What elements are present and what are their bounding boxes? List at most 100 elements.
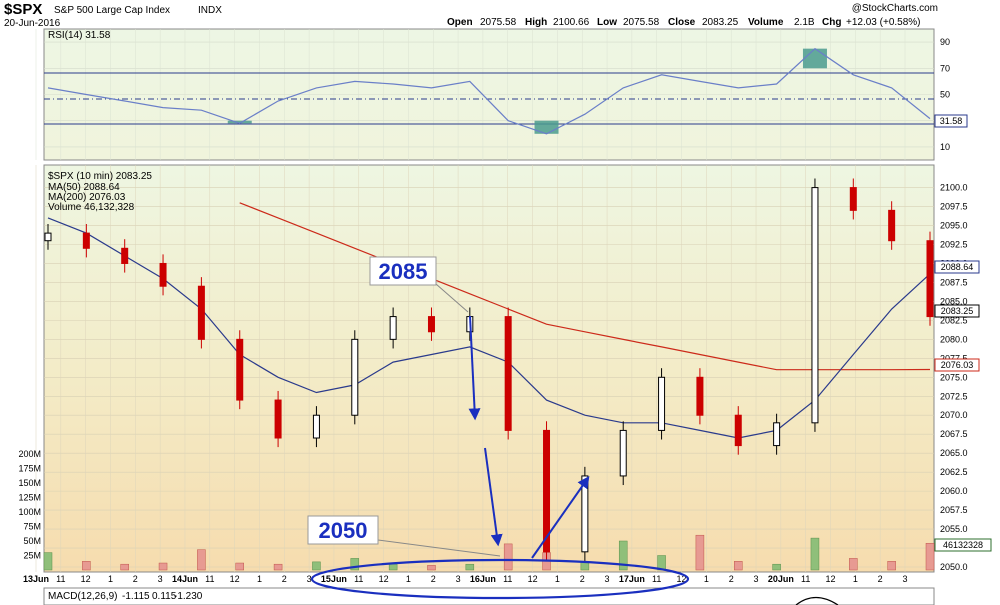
volume-bar [197,549,206,571]
x-axis-label: 2 [729,574,734,584]
high-label: High [525,17,547,28]
x-axis-label: 11 [801,574,810,584]
volume-bar [82,561,91,571]
price-gridlines [35,165,934,572]
callout-2085-pointer [435,283,469,313]
symbol: $SPX [4,1,42,18]
price-legend: $SPX (10 min) 2083.25 MA(50) 2088.64 MA(… [48,171,152,213]
price-tick-label: 2100.0 [940,183,968,193]
volume-bar [810,537,820,571]
volume-tick-label: 200M [18,449,41,459]
price-tick-label: 2067.5 [940,429,968,439]
price-tick-label: 2072.5 [940,391,968,401]
rsi-overbought-fill [802,48,827,69]
x-axis-label: 17Jun [619,574,645,584]
candle-body [236,338,244,401]
price-panel-frame [43,164,935,573]
callout-2050-text: 2050 [319,518,368,543]
rsi-line [47,47,931,135]
candle-body [82,232,90,249]
price-axis-ticks: 2100.02097.52095.02092.52090.02087.52085… [940,183,968,572]
price-tick-label: 2085.0 [940,296,968,306]
rsi-gridlines [35,29,934,160]
x-axis-label: 11 [652,574,661,584]
x-axis-label: 1 [108,574,113,584]
price-tick-label: 2065.0 [940,448,968,458]
price-tick-label: 2060.0 [940,486,968,496]
price-tick-label: 2080.0 [940,334,968,344]
x-axis-labels: 13Jun 11 12 1 2 3 14Jun 11 12 1 2 3 15Jun 11 12 1 2 3 16Ju… [23,574,908,584]
x-axis-label: 1 [406,574,411,584]
candle-body [274,399,282,439]
legend-ma200: MA(200) 2076.03 [48,192,126,203]
candle-body [619,429,627,477]
ma50-box [934,260,980,274]
x-axis-label: 13Jun [23,574,49,584]
candle-body [44,232,52,242]
x-axis-label: 12 [528,574,538,584]
ma50-box-value: 2088.64 [941,262,974,272]
candle-body [696,376,704,416]
high-value: 2100.66 [553,17,590,28]
arrow-down-2 [484,447,503,547]
rsi-axis-ticks: 9070503010 [940,37,950,152]
open-label: Open [447,17,473,28]
x-axis-label: 11 [354,574,363,584]
index-name: S&P 500 Large Cap Index [54,5,170,16]
rsi-tick-label: 90 [940,37,950,47]
rsi-tick-label: 10 [940,142,950,152]
volume-axis-ticks: 200M 175M 150M 125M 100M 75M 50M 25M [18,449,41,561]
x-axis-label: 12 [826,574,836,584]
chart-date: 20-Jun-2016 [4,18,61,29]
volume-bar [388,563,398,571]
arrow-down-1 [468,315,481,421]
close-value: 2083.25 [702,17,739,28]
volume-bar [43,552,53,571]
x-axis-label: 3 [307,574,312,584]
close-label: Close [668,17,696,28]
exchange: INDX [198,5,222,16]
x-axis-label: 1 [555,574,560,584]
volume-bar [465,563,475,571]
x-axis-label: 3 [605,574,610,584]
volume-label: Volume [748,17,784,28]
price-tick-label: 2082.5 [940,315,968,325]
rsi-tick-label: 70 [940,63,950,73]
price-tick-label: 2062.5 [940,467,968,477]
price-panel: 2100.02097.52095.02092.52090.02087.52085… [18,164,992,573]
x-axis-label: 1 [257,574,262,584]
candle-body [811,187,819,424]
candle-body [121,247,129,264]
volume-bar [350,558,360,571]
volume-tick-label: 75M [23,522,41,532]
x-axis-label: 12 [379,574,389,584]
rsi-tick-label: 50 [940,90,950,100]
legend-volume: Volume 46,132,328 [48,202,135,213]
x-axis-label: 2 [133,574,138,584]
price-tick-label: 2057.5 [940,505,968,515]
annotations: 2085 2050 [307,256,690,600]
x-axis-label: 11 [503,574,512,584]
macd-hist: -1.230 [174,591,203,602]
volume-bar [734,561,743,571]
price-tick-label: 2055.0 [940,524,968,534]
x-axis-label: 2 [580,574,585,584]
x-axis-label: 2 [878,574,883,584]
volume-bar [312,561,321,571]
price-tick-label: 2087.5 [940,277,968,287]
volume-bar [235,562,244,571]
x-axis-label: 15Jun [321,574,347,584]
callout-2085-text: 2085 [379,259,428,284]
candle-body [504,316,512,431]
volume-box-value: 46132328 [943,540,983,550]
x-axis-label: 2 [431,574,436,584]
close-box-value: 2083.25 [941,306,974,316]
macd-value: -1.115 [122,591,150,602]
volume-bar [120,563,129,571]
volume-value: 2.1B [794,17,815,28]
volume-tick-label: 150M [18,478,41,488]
low-label: Low [597,17,617,28]
price-tick-label: 2050.0 [940,562,968,572]
macd-panel: MACD(12,26,9) -1.115 0.115 -1.230 [43,587,935,605]
x-axis-label: 11 [205,574,214,584]
